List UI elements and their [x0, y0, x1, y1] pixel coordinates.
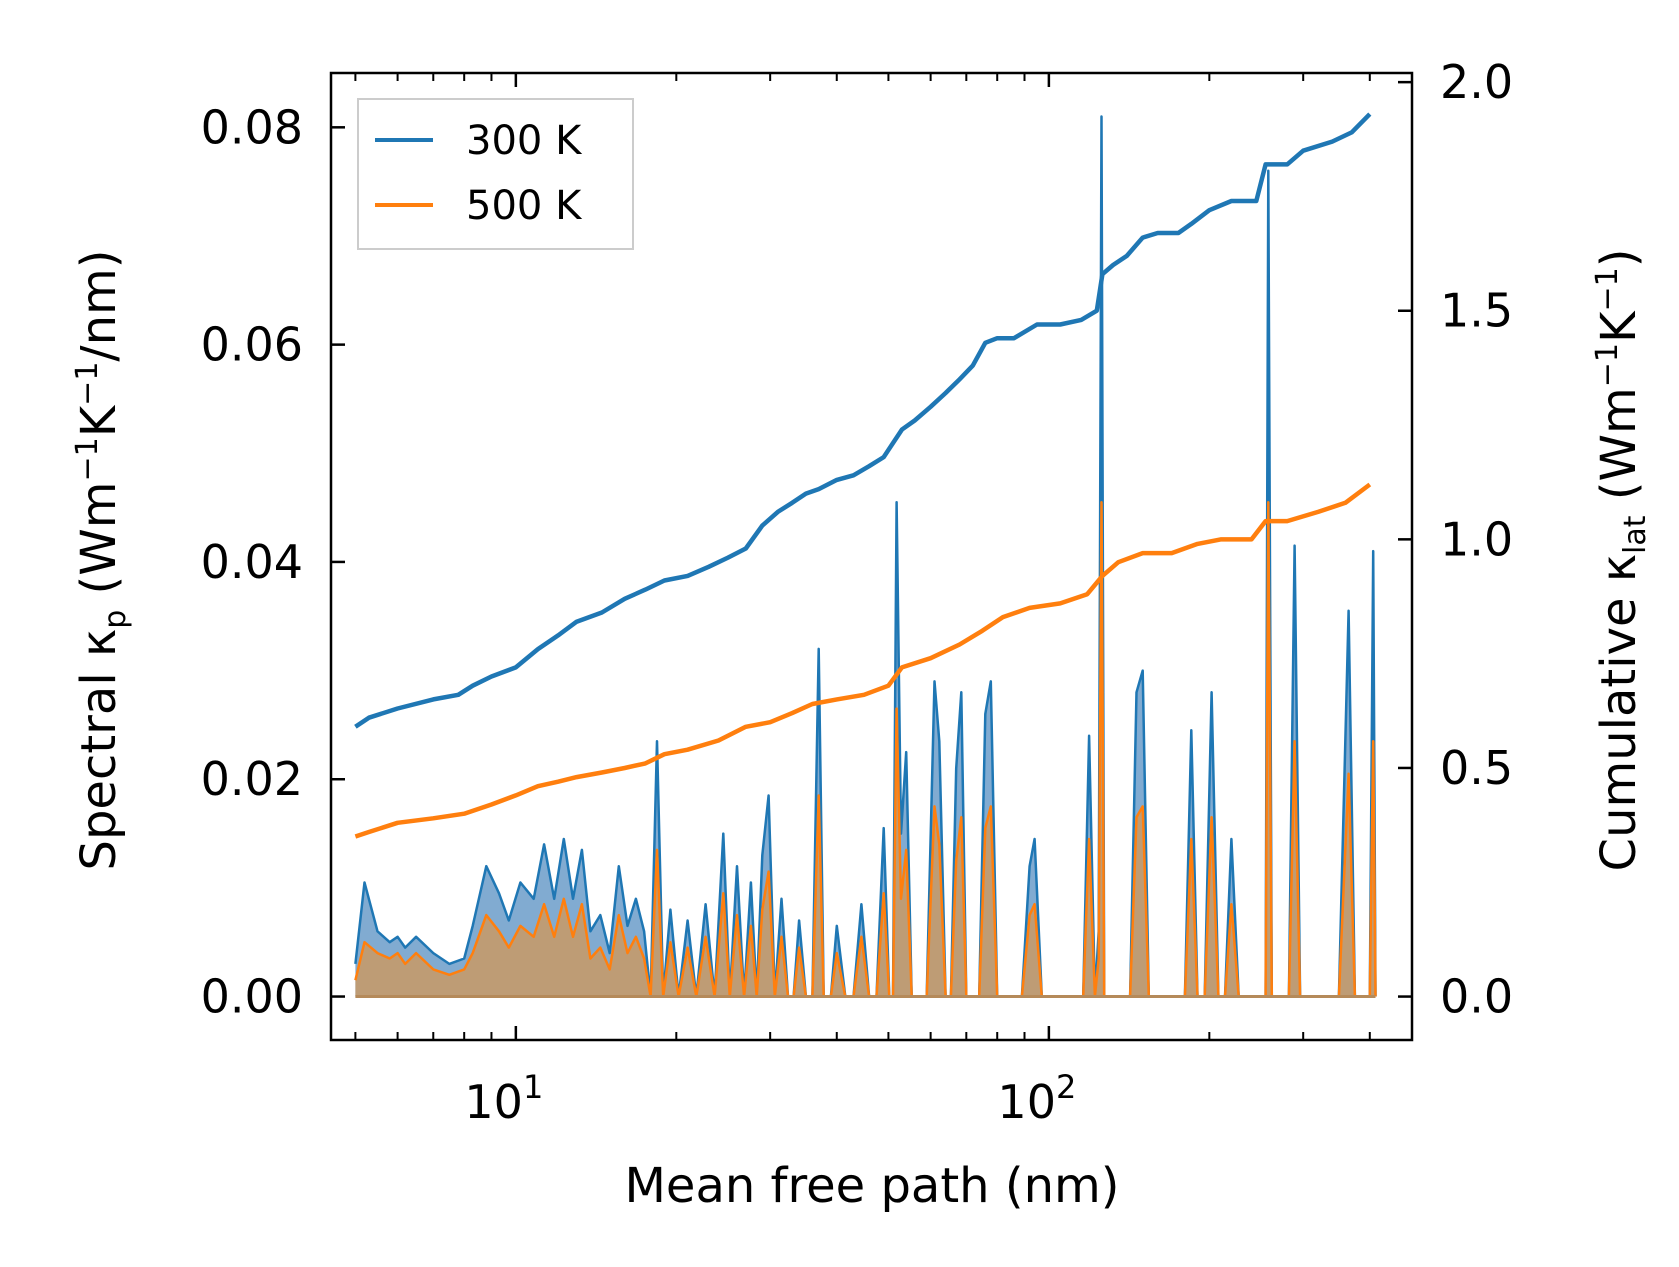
x-tick-exponent: 2	[1056, 1068, 1076, 1106]
y-left-tick-label: 0.04	[201, 535, 303, 589]
x-tick-base: 10	[464, 1075, 523, 1129]
legend: 300 K 500 K	[357, 98, 634, 250]
legend-label-300k: 300 K	[466, 118, 583, 164]
plot-series-group	[354, 112, 1377, 999]
y-right-tick-label: 2.0	[1440, 55, 1513, 109]
plot-area	[354, 112, 1377, 999]
y-right-tick-label: 1.5	[1440, 284, 1513, 338]
y-axis-right-label: Cumulative κlat (Wm−1K−1)	[1590, 249, 1653, 872]
plot-frame	[329, 71, 1414, 1042]
legend-label-500k: 500 K	[466, 183, 583, 229]
y-left-tick-label: 0.00	[201, 970, 303, 1024]
x-tick-label: 102	[997, 1068, 1076, 1129]
legend-frame	[357, 98, 634, 250]
y-axis-left-label: Spectral κp (Wm−1K−1/nm)	[70, 250, 133, 871]
y-left-tick-label: 0.02	[201, 752, 303, 806]
y-right-tick-label: 0.5	[1440, 741, 1513, 795]
x-tick-exponent: 1	[523, 1068, 543, 1106]
y-left-tick-label: 0.06	[201, 318, 303, 372]
cumulative-line-500k	[354, 482, 1372, 839]
y-right-tick-label: 1.0	[1440, 512, 1513, 566]
y-right-tick-label: 0.0	[1440, 970, 1513, 1024]
cumulative-line-300k	[354, 112, 1372, 729]
x-tick-base: 10	[997, 1075, 1056, 1129]
x-axis-label: Mean free path (nm)	[625, 1158, 1120, 1214]
y-left-tick-label: 0.08	[201, 100, 303, 154]
axes: 101 1020.000.020.040.060.080.00.51.01.52.…	[201, 55, 1514, 1129]
x-tick-label: 101	[464, 1068, 543, 1129]
